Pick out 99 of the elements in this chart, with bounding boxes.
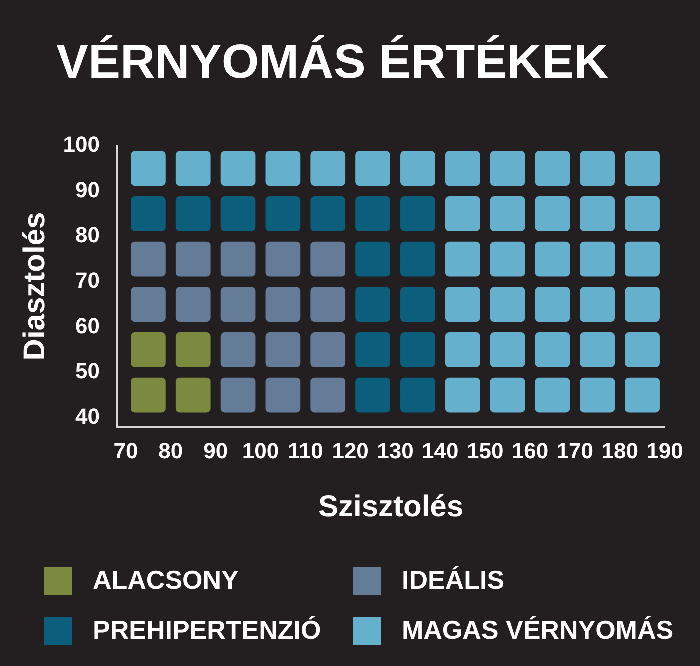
legend-label: IDEÁLIS bbox=[402, 565, 505, 596]
point bbox=[535, 378, 570, 413]
point bbox=[220, 242, 256, 277]
point bbox=[310, 196, 346, 232]
y-tick-label: 90 bbox=[76, 177, 100, 202]
point bbox=[490, 196, 526, 232]
point bbox=[400, 287, 436, 322]
point bbox=[535, 332, 570, 368]
point bbox=[176, 242, 211, 277]
x-tick-label: 150 bbox=[466, 438, 504, 464]
y-tick-label: 50 bbox=[76, 358, 100, 384]
point bbox=[266, 332, 301, 368]
point bbox=[580, 378, 616, 413]
point bbox=[400, 196, 436, 232]
point bbox=[490, 332, 526, 368]
legend-label: MAGAS VÉRNYOMÁS bbox=[402, 615, 674, 646]
point bbox=[490, 378, 526, 413]
point bbox=[490, 242, 526, 277]
point bbox=[625, 332, 660, 368]
x-tick-label: 130 bbox=[377, 438, 414, 464]
point bbox=[220, 332, 256, 368]
x-tick-label: 160 bbox=[512, 438, 549, 464]
point bbox=[580, 196, 616, 232]
point bbox=[176, 287, 211, 322]
legend-label: ALACSONY bbox=[93, 565, 239, 596]
x-tick-label: 90 bbox=[204, 438, 228, 464]
point bbox=[266, 242, 301, 277]
point bbox=[310, 332, 346, 368]
point bbox=[535, 242, 570, 277]
point bbox=[356, 332, 390, 368]
legend-label: PREHIPERTENZIÓ bbox=[93, 615, 322, 646]
point bbox=[535, 151, 570, 186]
x-tick-label: 140 bbox=[422, 438, 459, 464]
point bbox=[356, 151, 390, 186]
point bbox=[131, 196, 166, 232]
point bbox=[445, 378, 480, 413]
y-tick-label: 70 bbox=[76, 268, 100, 294]
point bbox=[625, 196, 660, 232]
point bbox=[400, 151, 436, 186]
point bbox=[131, 242, 166, 277]
chart-title: VÉRNYOMÁS ÉRTÉKEK bbox=[56, 35, 609, 90]
point bbox=[310, 242, 346, 277]
y-tick-label: 100 bbox=[63, 132, 100, 158]
point bbox=[131, 378, 166, 413]
point bbox=[535, 287, 570, 322]
point bbox=[445, 287, 480, 322]
point bbox=[310, 378, 346, 413]
point bbox=[445, 151, 480, 186]
point bbox=[400, 332, 436, 368]
x-axis-title: Szisztolés bbox=[318, 490, 464, 524]
x-tick-label: 100 bbox=[242, 438, 280, 464]
point bbox=[625, 242, 660, 277]
point bbox=[400, 378, 436, 413]
point bbox=[580, 151, 616, 186]
point bbox=[176, 332, 211, 368]
point bbox=[625, 287, 660, 322]
y-tick-label: 40 bbox=[76, 404, 100, 429]
y-tick-label: 80 bbox=[76, 222, 100, 248]
point bbox=[490, 151, 526, 186]
point bbox=[220, 287, 256, 322]
point bbox=[266, 196, 301, 232]
point bbox=[445, 332, 480, 368]
point bbox=[445, 242, 480, 277]
point bbox=[535, 196, 570, 232]
point bbox=[580, 242, 616, 277]
point bbox=[580, 287, 616, 322]
point bbox=[131, 287, 166, 322]
x-tick-label: 170 bbox=[556, 438, 594, 464]
point bbox=[580, 332, 616, 368]
y-axis-title: Diasztolés bbox=[18, 212, 52, 361]
point bbox=[220, 378, 256, 413]
x-tick-label: 110 bbox=[288, 438, 324, 464]
point bbox=[131, 151, 166, 186]
point bbox=[625, 151, 660, 186]
point bbox=[400, 242, 436, 277]
x-tick-label: 70 bbox=[114, 438, 138, 464]
x-tick-label: 190 bbox=[646, 438, 684, 464]
point bbox=[266, 378, 301, 413]
point bbox=[356, 242, 390, 277]
x-tick-label: 80 bbox=[158, 438, 184, 464]
y-tick-label: 60 bbox=[76, 313, 100, 338]
point bbox=[625, 378, 660, 413]
point bbox=[220, 151, 256, 186]
point bbox=[220, 196, 256, 232]
point bbox=[445, 196, 480, 232]
point bbox=[310, 287, 346, 322]
point bbox=[266, 287, 301, 322]
point bbox=[131, 332, 166, 368]
point bbox=[176, 378, 211, 413]
x-tick-label: 120 bbox=[332, 438, 369, 464]
point bbox=[356, 196, 390, 232]
point bbox=[176, 196, 211, 232]
point bbox=[356, 287, 390, 322]
x-tick-label: 180 bbox=[602, 438, 638, 464]
point bbox=[490, 287, 526, 322]
point bbox=[356, 378, 390, 413]
point bbox=[176, 151, 211, 186]
point bbox=[310, 151, 346, 186]
point bbox=[266, 151, 301, 186]
